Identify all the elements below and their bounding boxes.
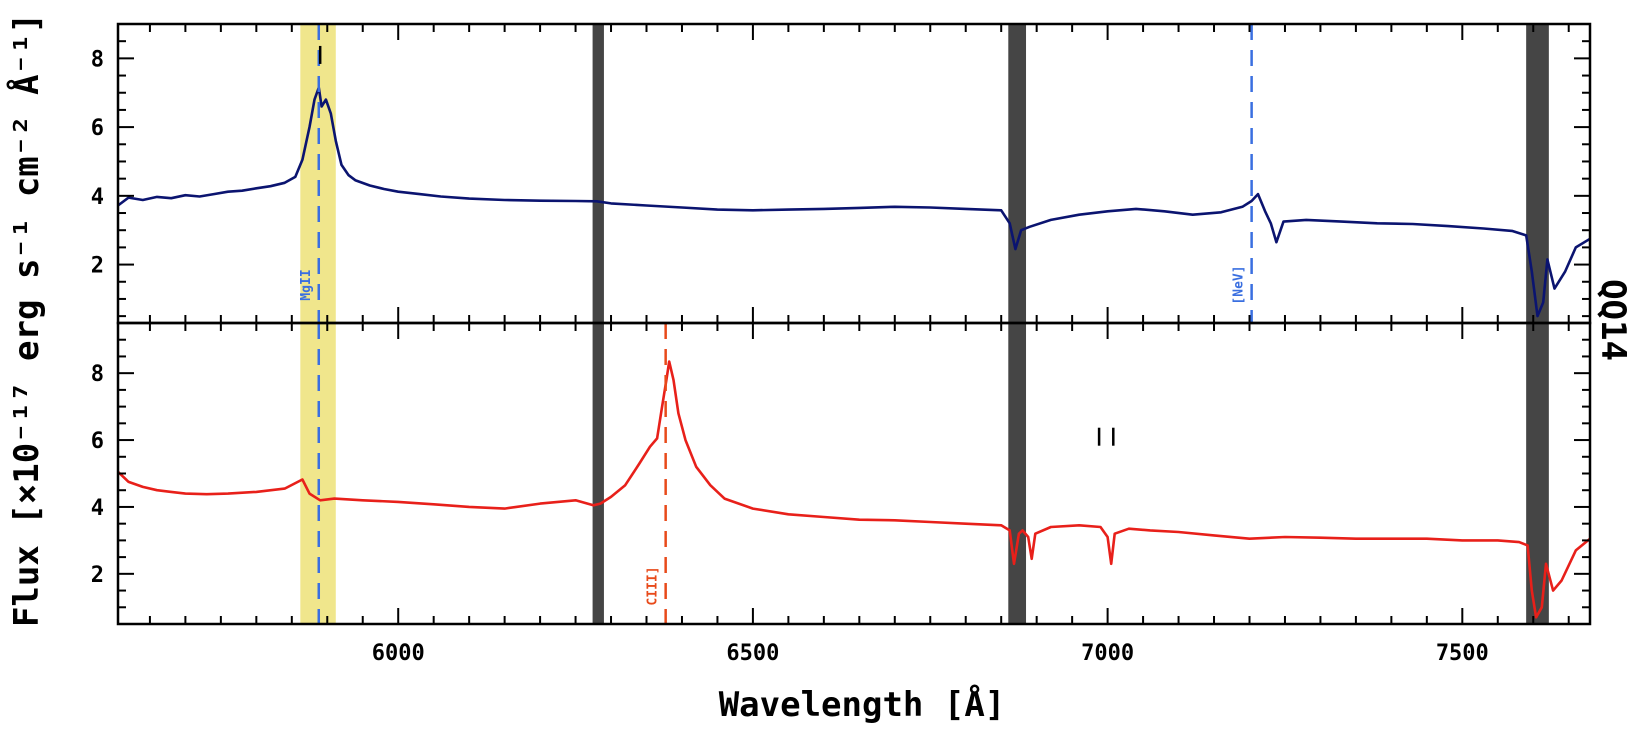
top-ytick-label: 2 xyxy=(91,254,104,279)
bottom-panel-frame xyxy=(116,321,1592,626)
bottom-ytick-label: 4 xyxy=(91,496,104,521)
emission-lines xyxy=(317,24,1253,624)
bottom-ytick-label: 6 xyxy=(91,429,104,454)
xtick-label: 7000 xyxy=(1081,641,1134,666)
axis-labels: MgII [NeV] 2 4 6 8 CIII] 2 4 6 8 6000 6500 7000 7500 xyxy=(91,47,1489,666)
top-ytick-label: 4 xyxy=(91,185,104,210)
top-ytick-label: 8 xyxy=(91,47,104,72)
top-panel-frame xyxy=(116,22,1592,325)
bottom-ytick-label: 2 xyxy=(91,563,104,588)
xtick-label: 7500 xyxy=(1436,641,1489,666)
series-layer xyxy=(117,86,1591,619)
top-spectrum-line xyxy=(117,86,1591,318)
top-ytick-label: 6 xyxy=(91,116,104,141)
object-label: QQ14 xyxy=(1593,279,1633,361)
panel-frames xyxy=(116,22,1592,626)
axis-ticks xyxy=(118,23,1590,625)
y-axis-title: Flux [×10⁻¹⁷ erg s⁻¹ cm⁻² Å⁻¹] xyxy=(6,13,47,627)
xtick-label: 6000 xyxy=(372,641,425,666)
xtick-label: 6500 xyxy=(726,641,779,666)
bottom-vline-label-1: CIII] xyxy=(646,566,661,605)
top-vline-label-0: MgII xyxy=(299,269,314,300)
bottom-spectrum-line xyxy=(117,360,1591,619)
top-vline-label-1: [NeV] xyxy=(1232,265,1247,304)
bottom-ytick-label: 8 xyxy=(91,362,104,387)
x-axis-title: Wavelength [Å] xyxy=(719,684,1006,725)
